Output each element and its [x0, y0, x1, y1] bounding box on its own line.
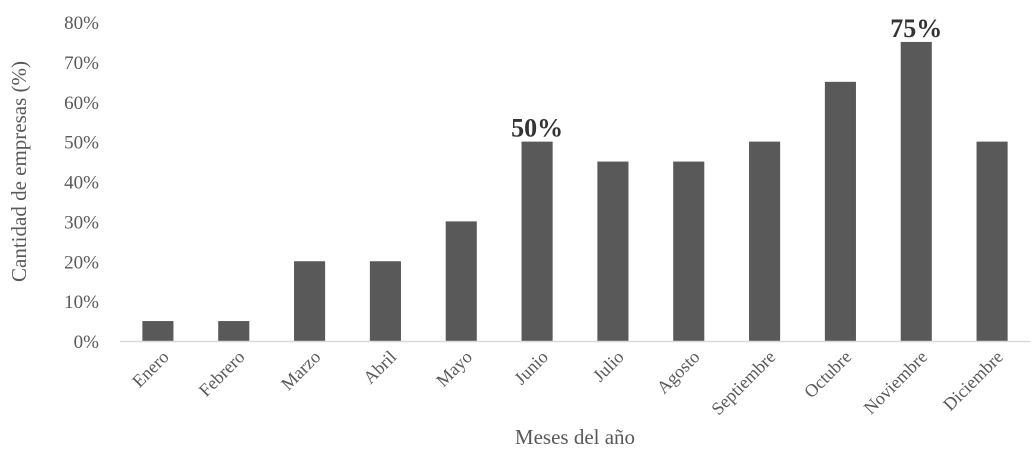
x-tick-label: Julio: [589, 347, 628, 386]
x-axis-title: Meses del año: [515, 425, 635, 449]
bar-junio: [521, 141, 553, 341]
bar-octubre: [824, 81, 856, 341]
bar-enero: [142, 321, 174, 341]
bar-noviembre: [900, 41, 932, 341]
y-tick-label: 80%: [64, 13, 99, 34]
x-tick-label: Diciembre: [939, 347, 1007, 415]
bar-agosto: [673, 161, 705, 341]
y-axis-title: Cantidad de empresas (%): [7, 61, 31, 282]
y-tick-label: 50%: [64, 133, 99, 154]
bar-septiembre: [749, 141, 781, 341]
bar-marzo: [294, 261, 326, 341]
x-tick-label: Octubre: [800, 347, 855, 402]
bar-abril: [369, 261, 401, 341]
y-tick-label: 10%: [64, 292, 99, 313]
x-tick-label: Enero: [128, 347, 173, 392]
data-label: 50%: [511, 114, 563, 143]
bar-mayo: [445, 221, 477, 341]
x-tick-label: Agosto: [653, 347, 704, 398]
bar-febrero: [218, 321, 250, 341]
y-tick-label: 30%: [64, 212, 99, 233]
bars: [142, 41, 1008, 341]
x-tick-label: Febrero: [195, 347, 249, 401]
x-tick-label: Noviembre: [860, 347, 931, 418]
bar-diciembre: [976, 141, 1008, 341]
y-tick-label: 40%: [64, 173, 99, 194]
x-tick-label: Septiembre: [707, 347, 779, 419]
data-labels: 50% 75%: [511, 14, 942, 143]
y-axis-ticks: 0% 10% 20% 30% 40% 50% 60% 70% 80%: [64, 13, 99, 353]
y-tick-label: 70%: [64, 53, 99, 74]
bar-julio: [597, 161, 629, 341]
x-tick-label: Junio: [510, 347, 552, 389]
x-tick-label: Mayo: [432, 347, 476, 391]
x-tick-label: Abril: [359, 347, 400, 388]
data-label: 75%: [890, 14, 942, 43]
y-tick-label: 60%: [64, 93, 99, 114]
y-tick-label: 0%: [74, 332, 100, 353]
y-tick-label: 20%: [64, 252, 99, 273]
x-axis-labels: Enero Febrero Marzo Abril Mayo Junio Julio Agos…: [128, 347, 1007, 419]
x-tick-label: Marzo: [277, 347, 324, 394]
